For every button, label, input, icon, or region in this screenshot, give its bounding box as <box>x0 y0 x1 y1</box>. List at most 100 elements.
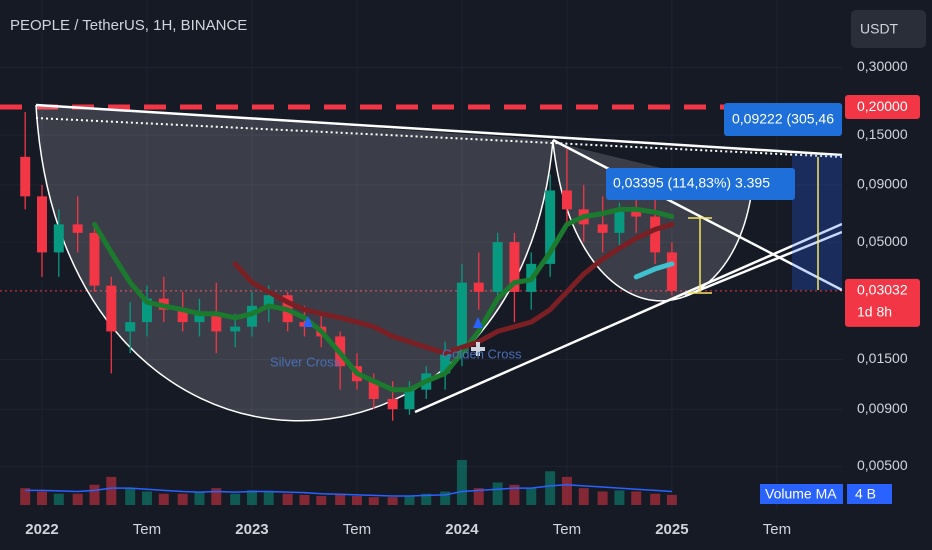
candle-body <box>650 216 661 253</box>
candle-body <box>230 326 241 332</box>
y-tick-label: 0,30000 <box>857 58 908 74</box>
volume-bar <box>473 488 484 505</box>
annotation: Silver Cross <box>270 354 341 369</box>
candle-body <box>456 282 467 354</box>
volume-bar <box>631 491 642 505</box>
x-tick-label: 2025 <box>655 521 688 538</box>
volume-bar <box>597 491 608 505</box>
volume-legend-value: 4 B <box>855 486 876 502</box>
candle-body <box>89 232 100 286</box>
volume-bar <box>440 491 451 505</box>
x-tick-label: 2024 <box>445 521 479 538</box>
volume-bar <box>106 476 117 505</box>
volume-bar <box>246 490 257 505</box>
measure-label-box <box>606 168 795 200</box>
volume-bar <box>492 482 503 505</box>
trend-line <box>552 138 843 292</box>
volume-bar <box>335 493 346 505</box>
volume-bar <box>316 496 327 505</box>
candle-body <box>473 282 484 292</box>
volume-bar <box>230 493 241 505</box>
trend-line <box>684 230 843 298</box>
candle-body <box>404 389 415 410</box>
candle-body <box>440 353 451 374</box>
measure-area <box>792 155 842 290</box>
candle-body <box>597 224 608 233</box>
volume-bar <box>53 493 64 505</box>
volume-bar <box>299 494 310 505</box>
price-label: 0,20000 <box>857 98 908 114</box>
candle-body <box>631 209 642 217</box>
moving-average-line <box>92 206 675 393</box>
volume-bar <box>666 494 677 505</box>
candle-body <box>561 190 572 210</box>
volume-bar <box>456 460 467 505</box>
measure-label: 0,09222 (305,46 <box>732 111 834 127</box>
volume-bar <box>158 493 169 505</box>
y-tick-label: 0,01500 <box>857 350 908 366</box>
candle-body <box>72 224 83 233</box>
candle-body <box>36 196 47 253</box>
candle-body <box>368 381 379 399</box>
volume-bar <box>20 488 31 505</box>
volume-legend: Volume MA <box>765 486 837 502</box>
candle-body <box>211 313 222 332</box>
price-label: 0,03032 <box>857 282 908 298</box>
volume-bar <box>89 484 100 505</box>
y-tick-label: 0,05000 <box>857 233 908 249</box>
moving-average-line <box>232 221 675 356</box>
volume-legend-box <box>847 484 892 504</box>
currency-button[interactable] <box>851 10 926 48</box>
measure-label: 0,03395 (114,83%) 3.395 <box>613 175 770 191</box>
y-tick-label: 0,00500 <box>857 457 908 473</box>
volume-bar <box>526 488 537 505</box>
price-axis <box>842 0 932 550</box>
y-tick-label: 0,15000 <box>857 126 908 142</box>
volume-bar <box>36 491 47 505</box>
candle-body <box>106 285 117 332</box>
candle-body <box>387 398 398 410</box>
volume-bar <box>578 488 589 505</box>
candle-body <box>545 190 556 264</box>
countdown: 1d 8h <box>857 304 892 320</box>
candle-body <box>177 309 188 323</box>
trend-line <box>35 103 843 157</box>
price-label-box <box>845 95 920 120</box>
candle-body <box>194 313 205 323</box>
price-label-box <box>845 278 920 327</box>
volume-bar <box>404 496 415 505</box>
trend-line <box>414 222 843 414</box>
candle-body <box>492 242 503 292</box>
axes: 0,30000 0,15000 0,09000 0,05000 0,01500 0,009… <box>25 58 920 538</box>
signal-marker <box>473 317 483 328</box>
volume-bar <box>141 491 152 505</box>
volume-bar <box>561 476 572 505</box>
x-tick-label: 2023 <box>235 521 268 538</box>
currency[interactable]: USDT <box>860 21 899 37</box>
candle-body <box>20 156 31 197</box>
volume-bar <box>421 493 432 505</box>
volume-legend-box <box>760 484 843 504</box>
x-tick-label: Tem <box>553 521 581 538</box>
candle-body <box>53 224 64 253</box>
x-tick-label: Tem <box>133 521 161 538</box>
volume-bar <box>125 488 136 505</box>
moving-average-line <box>633 261 675 280</box>
volume-bar <box>263 491 274 505</box>
volume-bar <box>387 497 398 505</box>
volume-bar <box>194 491 205 505</box>
volume-bar <box>509 484 520 505</box>
cross-marker <box>471 342 485 356</box>
annotation: Golden Cross <box>442 346 522 361</box>
volume-bar <box>211 488 222 505</box>
candle-body <box>141 298 152 323</box>
moving-averages <box>92 206 675 393</box>
symbol-title: PEOPLE / TetherUS, 1H, BINANCE <box>10 17 247 34</box>
candle-body <box>614 209 625 233</box>
candle-body <box>125 322 136 332</box>
volume-bar <box>72 493 83 505</box>
x-tick-label: Tem <box>343 521 371 538</box>
candle-body <box>263 295 274 306</box>
candle-body <box>666 252 677 291</box>
